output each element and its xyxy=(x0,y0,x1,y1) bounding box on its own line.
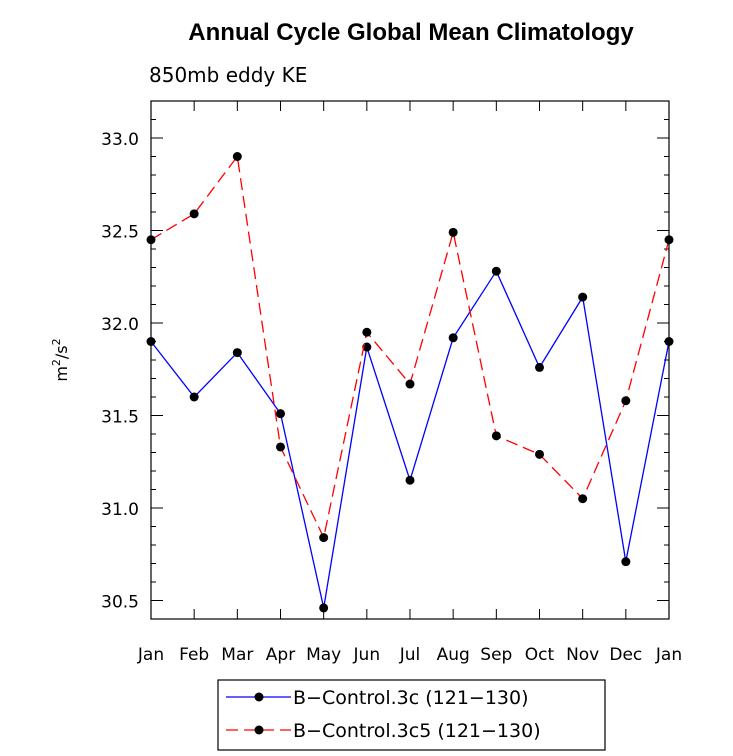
x-tick-label: Jan xyxy=(655,645,682,665)
series-0-point xyxy=(319,603,329,613)
series-0-point xyxy=(491,266,501,276)
chart-title: Annual Cycle Global Mean Climatology xyxy=(188,19,634,46)
x-tick-label: Aug xyxy=(437,645,470,665)
y-tick-label: 32.5 xyxy=(101,223,139,243)
y-tick-label: 31.5 xyxy=(101,408,139,428)
series-1-point xyxy=(535,449,544,459)
series-line-0 xyxy=(150,269,670,609)
series-1-point xyxy=(621,396,631,406)
x-tick-label: Feb xyxy=(179,645,209,665)
y-tick-label: 30.5 xyxy=(101,593,139,613)
legend-box xyxy=(217,679,606,751)
series-1-point xyxy=(189,209,199,219)
series-0-point xyxy=(448,333,458,343)
series-1-point xyxy=(578,494,588,504)
x-tick-label: Oct xyxy=(525,645,555,665)
y-axis-label: m2/s2 xyxy=(50,338,71,381)
series-1-point xyxy=(232,152,242,161)
x-tick-label: Sep xyxy=(480,645,512,665)
series-0-point xyxy=(621,557,631,567)
legend: B−Control.3c (121−130) B−Control.3c5 (12… xyxy=(217,679,606,751)
legend-label-control-3c: B−Control.3c (121−130) xyxy=(293,687,529,709)
series-0-point xyxy=(535,362,544,372)
plot-series xyxy=(146,152,674,613)
plot-frame xyxy=(150,100,670,620)
legend-marker-control-3c xyxy=(254,692,264,702)
x-tick-label: Jun xyxy=(353,645,381,665)
chart-subtitle: 850mb eddy KE xyxy=(149,63,307,87)
legend-label-control-3c5: B−Control.3c5 (121−130) xyxy=(293,720,541,742)
series-1-point xyxy=(405,379,415,389)
x-tick-label: Nov xyxy=(566,645,599,665)
y-tick-label: 33.0 xyxy=(101,130,139,150)
series-1-point xyxy=(276,442,285,452)
y-tick-label: 31.0 xyxy=(101,500,139,520)
x-tick-label: Apr xyxy=(266,645,295,665)
x-tick-label: Jan xyxy=(137,645,164,665)
series-1-point xyxy=(362,327,372,337)
x-tick-labels: Jan Feb Mar Apr May Jun Jul Aug Sep Oct Nov Dec Jan xyxy=(137,645,682,665)
x-tick-label: May xyxy=(306,645,341,665)
legend-marker-control-3c5 xyxy=(254,725,264,735)
x-tick-label: Mar xyxy=(221,645,253,665)
axis-ticks xyxy=(150,100,670,620)
y-tick-label: 32.0 xyxy=(101,315,139,335)
x-tick-label: Dec xyxy=(609,645,642,665)
series-1-point xyxy=(319,533,329,543)
series-0-point xyxy=(276,409,285,419)
series-0-point xyxy=(578,292,588,302)
series-0-point xyxy=(232,348,242,358)
series-1-point xyxy=(491,431,501,441)
x-tick-label: Jul xyxy=(399,645,421,665)
y-tick-labels: 30.5 31.0 31.5 32.0 32.5 33.0 xyxy=(101,130,139,613)
series-1-point xyxy=(448,227,458,237)
series-0-point xyxy=(405,475,415,485)
series-0-point xyxy=(189,392,199,402)
